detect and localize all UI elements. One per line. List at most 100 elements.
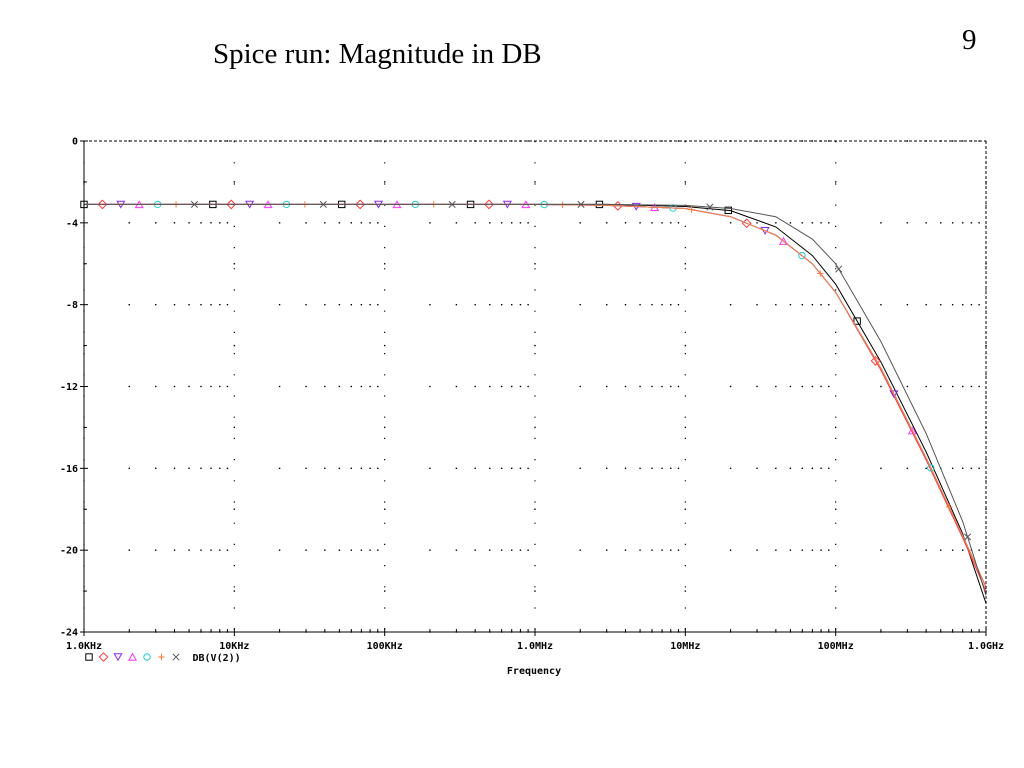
grid-dot [500,303,503,306]
series-line [84,203,987,596]
y-tick-label: -12 [60,382,78,393]
grid-dot [756,222,758,224]
grid-dot [534,426,536,429]
grid-dot [775,303,777,306]
y-tick-label: -8 [66,300,78,311]
x-axis-title: Frequency [507,666,561,677]
grid-dot [360,385,363,388]
data-point [448,200,456,208]
series-triangle-down [84,200,987,588]
grid-dot [519,549,522,551]
grid-dot [360,549,363,551]
page-number: 9 [962,24,977,56]
grid-dot [155,467,157,470]
grid-dot [305,385,307,388]
x-tick-label: 1.0GHz [968,641,1004,652]
grid-dot [729,385,732,388]
grid-dot [684,263,687,265]
y-tick-label: -24 [60,628,78,639]
grid-dot [489,467,491,470]
grid-dot [834,590,837,592]
grid-dot [951,467,954,470]
grid-dot [801,222,804,224]
grid-dot [155,385,157,388]
grid-dot [880,385,882,388]
x-tick-label: 100MHz [818,641,854,652]
data-point [778,236,789,245]
grid-dot [278,222,281,224]
grid-dot [429,222,431,224]
grid-dot [173,303,176,306]
grid-dot [278,549,281,551]
grid-dot [880,303,882,306]
grid-dot [377,140,379,142]
grid-dot [489,222,491,224]
grid-dot [474,222,476,224]
data-point [97,199,108,210]
grid-row-y [128,549,980,551]
grid-dot [128,385,130,388]
grid-dot [834,181,837,183]
grid-dot [489,303,491,306]
grid-dot [519,385,522,388]
grid-dot [455,549,458,551]
grid-dot [661,549,663,551]
grid-dot [951,222,954,224]
grid-dot [219,385,221,388]
grid-dot [756,140,758,142]
grid-dot [305,467,307,470]
grid-dot [940,549,942,551]
grid-dot [155,303,157,306]
grid-dot [210,385,212,388]
grid-dot [377,467,379,470]
legend-label: DB(V(2)) [193,653,241,664]
grid-dot [951,140,954,142]
grid-dot [906,549,909,551]
grid-dot [729,467,732,470]
grid-dot [684,508,687,510]
grid-dot [188,222,190,224]
grid-dot [500,222,503,224]
legend-marker-circle [143,653,151,661]
series-square [80,200,987,604]
grid-dot [233,590,236,592]
grid-dot [377,303,379,306]
grid-dot [970,303,973,306]
grid-dot [338,385,341,388]
grid-dot [661,140,663,142]
grid-dot [970,222,973,224]
grid-dot [210,303,212,306]
x-tick-label: 100KHz [367,641,403,652]
grid-dot [970,467,973,470]
grid-dot [789,467,792,470]
x-tick-label: 1.0KHz [66,641,102,652]
grid-dot [962,385,964,388]
grid-dot [474,303,476,306]
grid-dot [233,263,236,265]
grid-dot [128,303,130,306]
grid-dot [511,549,513,551]
data-point [190,200,199,208]
grid-dot [729,549,732,551]
grid-dot [940,222,942,224]
series-triangle-up [84,200,987,588]
grid-dot [360,222,363,224]
grid-dot [651,222,653,224]
grid-dot [188,385,190,388]
data-point [706,203,714,211]
grid-dot [579,303,581,306]
grid-dot [324,222,326,224]
grid-dot [278,385,281,388]
grid-dot [455,303,458,306]
grid-layer [83,140,987,633]
grid-dot [383,426,386,429]
grid-dot [789,222,792,224]
grid-dot [519,222,522,224]
grid-dot [305,222,307,224]
grid-dot [985,344,987,347]
data-point [226,199,237,210]
grid-dot [369,222,371,224]
grid-dot [519,303,522,306]
grid-dot [511,222,513,224]
grid-dot [350,303,353,306]
